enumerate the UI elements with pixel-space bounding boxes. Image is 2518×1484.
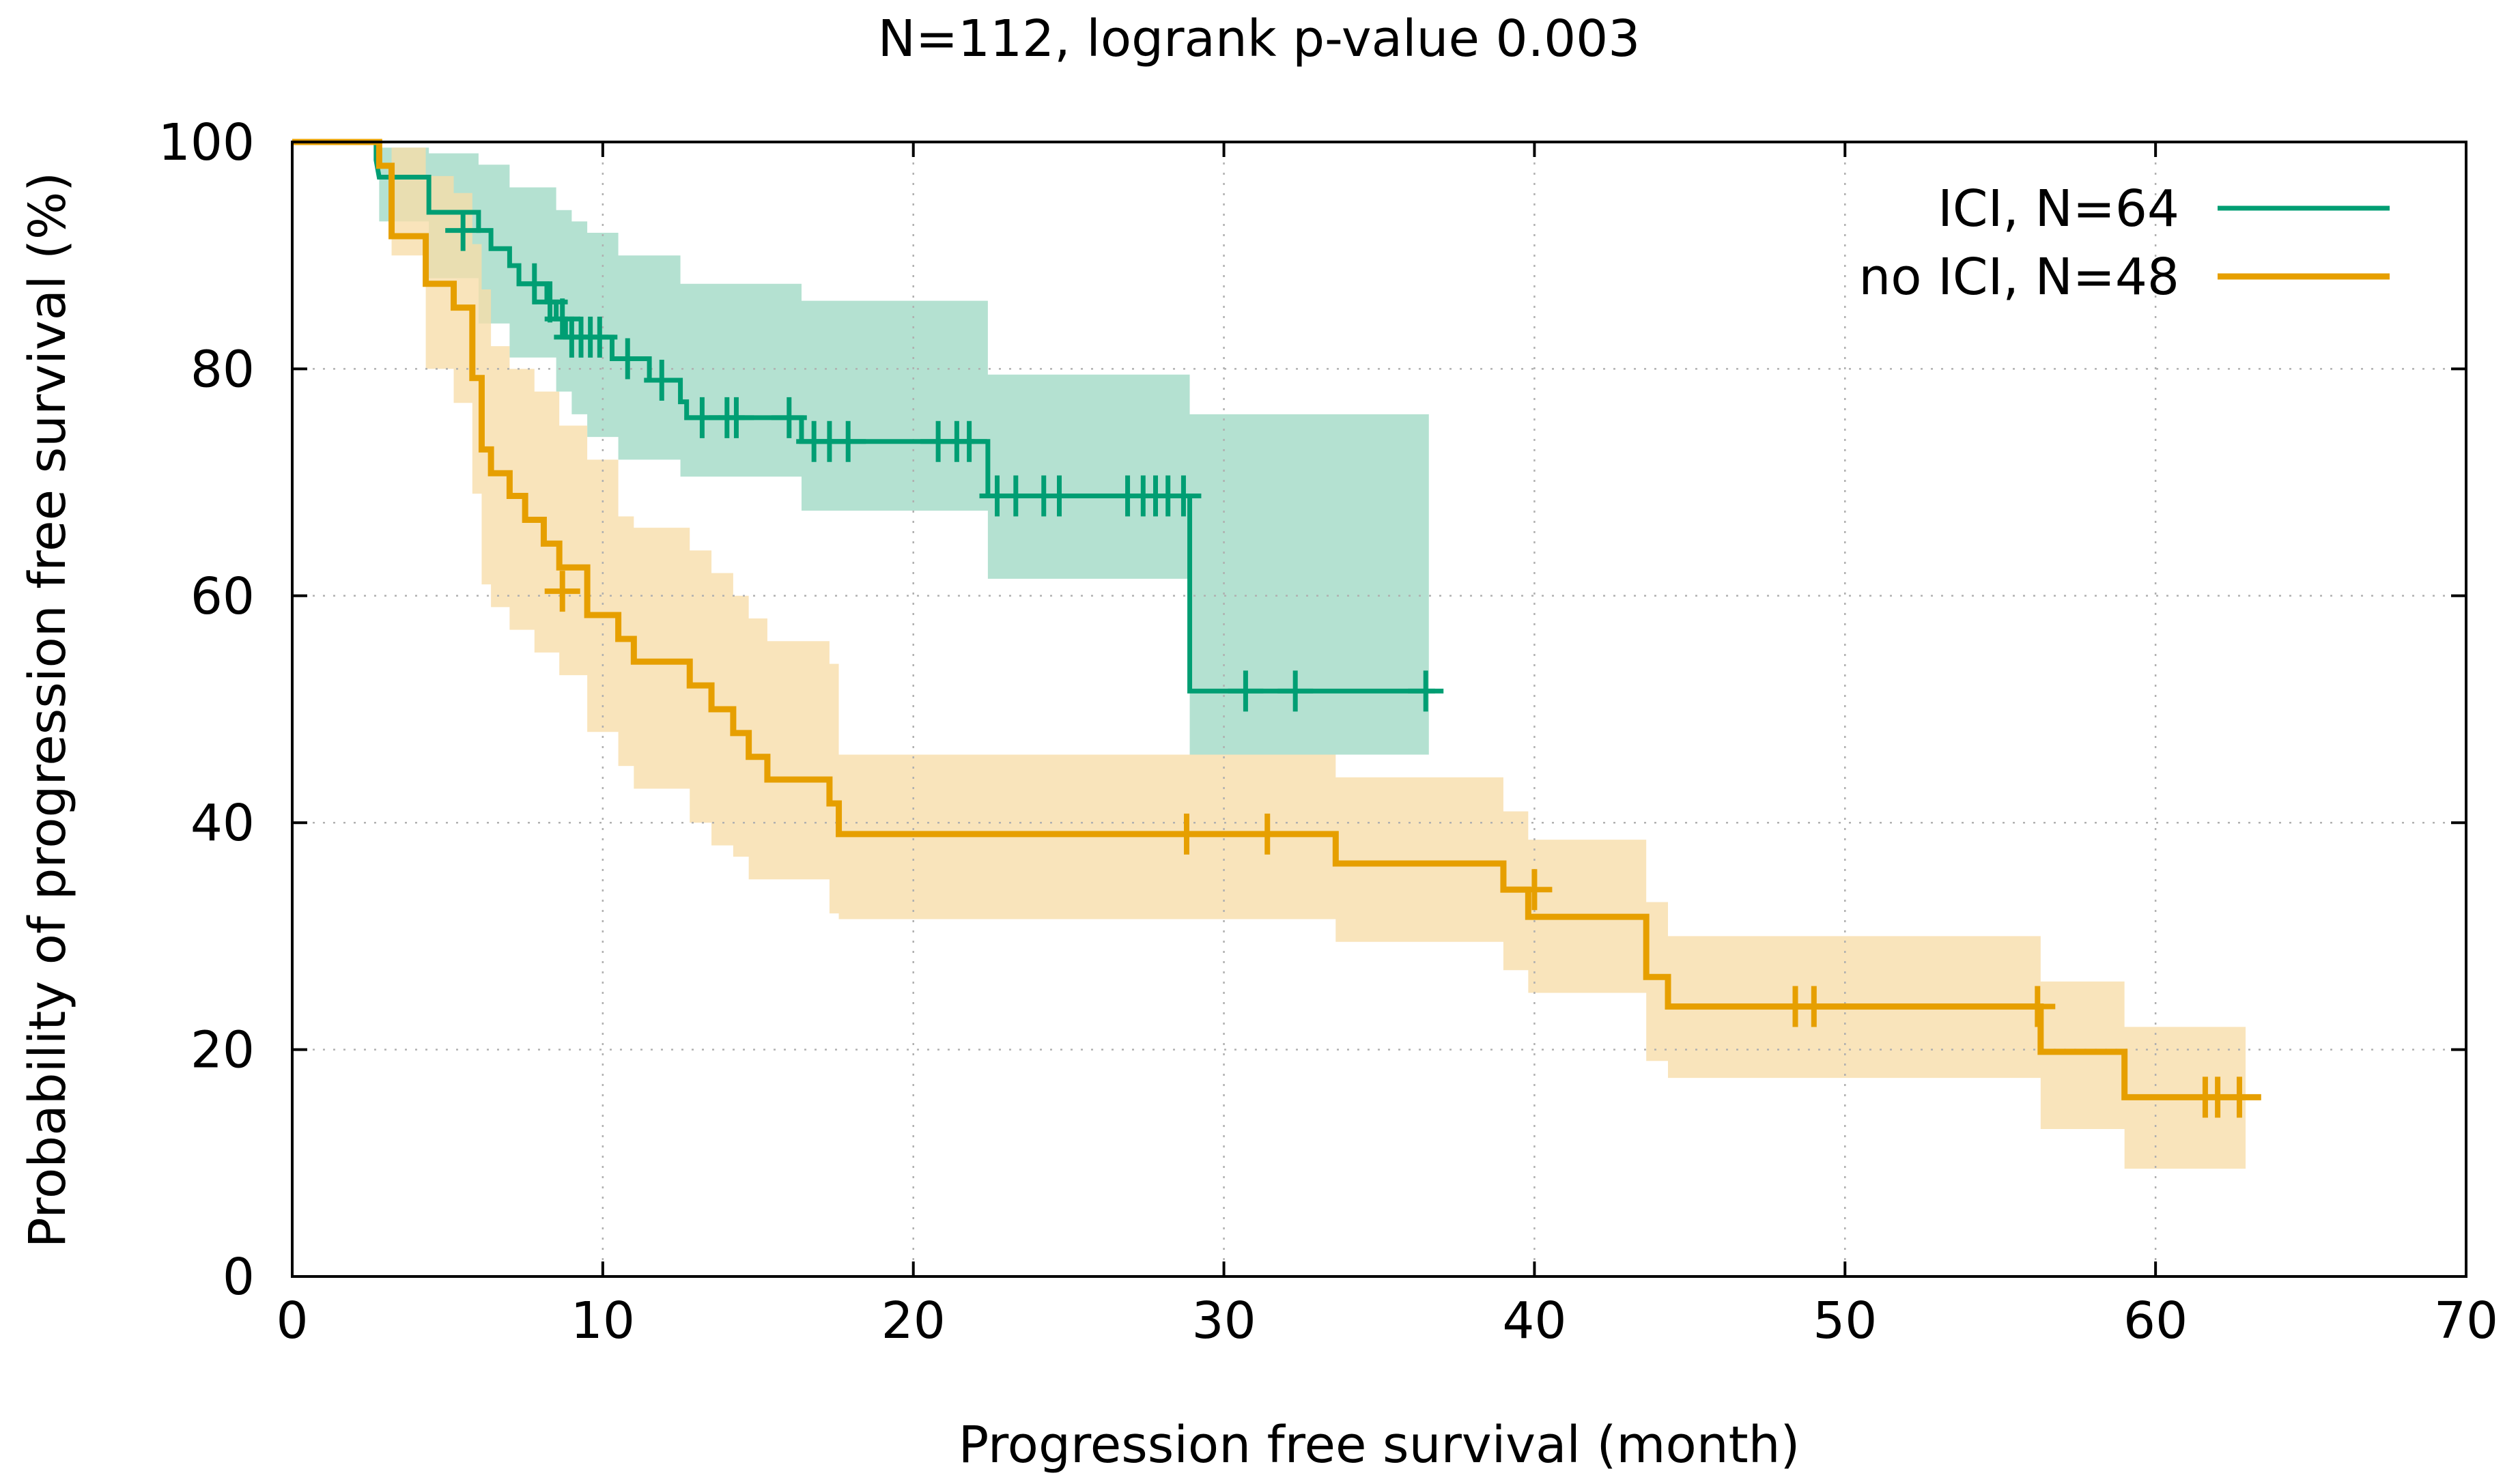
confidence-band-1 [292,142,2246,1169]
plot-frame [291,141,2467,1278]
x-tick-label-3: 30 [1191,1292,1256,1350]
y-axis-label: Probability of progression free survival… [18,172,77,1248]
confidence-bands [292,142,2246,1169]
y-tick-label-4: 80 [190,340,255,399]
x-tick-label-4: 40 [1502,1292,1566,1350]
grid-lines [292,142,2466,1276]
censor-marks [445,210,2257,1118]
axis-ticks [291,141,2467,1278]
y-tick-label-0: 0 [223,1248,255,1307]
legend: ICI, N=64 no ICI, N=48 [1858,180,2390,306]
survival-curve-1 [292,139,2261,1100]
legend-label-ici: ICI, N=64 [1938,180,2179,238]
y-tick-label-2: 40 [190,794,255,853]
confidence-band-0 [292,142,1429,868]
x-axis-label: Progression free survival (month) [959,1416,1800,1474]
chart-title: N=112, logrank p-value 0.003 [878,10,1641,68]
x-tick-label-5: 50 [1813,1292,1877,1350]
legend-label-no-ici: no ICI, N=48 [1858,248,2179,306]
axis-tick-labels: 0 10 20 30 40 50 60 70 0 20 40 60 80 100 [158,113,2498,1350]
x-tick-label-6: 60 [2123,1292,2188,1350]
x-tick-label-1: 10 [571,1292,635,1350]
x-tick-label-2: 20 [881,1292,946,1350]
y-tick-label-5: 100 [158,113,255,172]
y-tick-label-3: 60 [190,567,255,626]
x-tick-label-7: 70 [2434,1292,2498,1350]
x-tick-label-0: 0 [276,1292,308,1350]
y-tick-label-1: 20 [190,1021,255,1080]
